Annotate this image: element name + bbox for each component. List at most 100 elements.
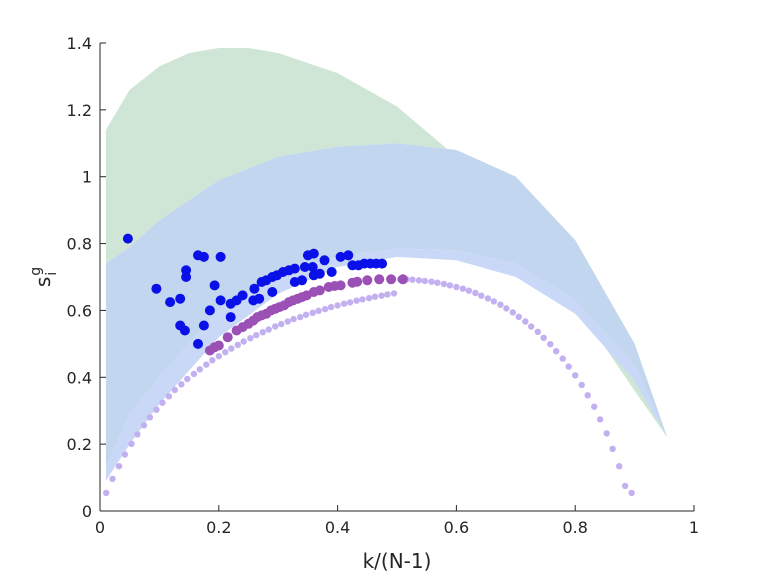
series-2-point — [308, 248, 319, 259]
y-ticks: 0 0.2 0.4 0.6 0.8 1 1.2 1.4 — [67, 34, 106, 521]
series-2-point — [179, 325, 190, 336]
series-0-point — [196, 366, 203, 373]
series-0-point — [134, 431, 141, 438]
series-2-point — [193, 338, 203, 349]
series-1-point — [386, 274, 397, 285]
band-0 — [105, 48, 668, 438]
series-0-point — [178, 381, 185, 388]
series-0-point — [446, 282, 454, 289]
series-0-point — [522, 318, 529, 325]
series-0-point — [384, 291, 391, 298]
series-0-point — [534, 328, 541, 335]
series-2-point — [314, 268, 325, 279]
series-2-point — [165, 297, 176, 308]
series-0-point — [190, 370, 198, 378]
series-0-point — [265, 326, 272, 333]
series-0-point — [390, 290, 398, 297]
x-tick-label: 0.2 — [206, 518, 231, 537]
series-0-point — [165, 393, 173, 400]
series-0-point — [440, 280, 448, 288]
series-0-point — [565, 363, 572, 370]
series-0-point — [353, 297, 360, 304]
series-0-point — [153, 406, 160, 413]
series-2-point — [254, 293, 265, 304]
series-0-point — [359, 296, 366, 303]
series-0-point — [415, 277, 423, 284]
series-2-point — [289, 263, 300, 274]
series-0-point — [528, 323, 535, 330]
series-2-point — [343, 250, 354, 261]
series-0-point — [297, 313, 304, 321]
series-0-point — [184, 375, 191, 383]
series-2-point — [198, 251, 209, 262]
confidence-bands — [105, 48, 668, 481]
series-2-point — [307, 262, 318, 272]
series-0-point — [209, 357, 216, 364]
series-1-point — [213, 340, 224, 351]
band-1 — [105, 143, 668, 468]
series-2-point — [326, 267, 337, 277]
series-0-point — [409, 276, 416, 283]
series-0-point — [616, 463, 623, 470]
series-0-point — [378, 292, 385, 299]
series-0-point — [146, 414, 154, 421]
series-1-point — [352, 276, 363, 287]
y-tick-label: 0.6 — [67, 301, 92, 320]
y-axis-label-base: s — [31, 277, 55, 287]
series-0-point — [472, 289, 479, 297]
series-0-point — [572, 372, 579, 379]
series-1-point — [397, 274, 408, 285]
series-0-point — [547, 341, 554, 348]
band-2 — [105, 248, 668, 481]
series-0-point — [465, 287, 473, 294]
series-0-point — [259, 329, 266, 336]
series-0-point — [371, 293, 379, 300]
series-0-point — [609, 445, 616, 452]
series-0-point — [540, 334, 547, 341]
series-0-point — [434, 279, 441, 286]
x-tick-label: 0.4 — [325, 518, 350, 537]
series-0-point — [553, 348, 560, 355]
series-0-point — [515, 313, 522, 320]
series-0-point — [459, 285, 467, 292]
series-0-point — [121, 451, 129, 458]
series-2-point — [225, 312, 236, 323]
series-0-point — [309, 309, 316, 316]
series-2-point — [267, 287, 278, 297]
series-2-point — [204, 305, 215, 316]
series-0-point — [109, 475, 116, 483]
series-0-point — [484, 295, 492, 302]
y-axis-label: sig — [28, 267, 60, 287]
series-0-point — [215, 353, 222, 360]
x-axis-label: k/(N-1) — [363, 549, 432, 573]
series-0-point — [278, 320, 285, 328]
series-0-point — [115, 463, 123, 470]
series-0-point — [503, 305, 510, 312]
y-axis-label-sup: g — [28, 267, 44, 276]
series-0-point — [603, 430, 610, 437]
series-0-point — [334, 302, 341, 309]
y-tick-label: 1 — [82, 168, 92, 187]
series-2-point — [198, 320, 209, 331]
series-0-point — [284, 318, 291, 325]
series-0-point — [128, 440, 135, 447]
series-2-point — [249, 283, 260, 294]
series-2-point — [151, 283, 162, 294]
series-0-point — [578, 381, 585, 389]
series-0-point — [103, 489, 110, 497]
series-2-point — [299, 262, 310, 272]
y-tick-label: 0.2 — [67, 435, 92, 454]
x-tick-label: 0.8 — [562, 518, 587, 537]
series-0-point — [321, 305, 329, 313]
series-0-point — [428, 278, 435, 285]
series-0-point — [272, 323, 279, 330]
y-tick-label: 0.4 — [67, 368, 92, 387]
y-tick-label: 1.4 — [67, 34, 92, 53]
y-axis-label-sub: i — [44, 272, 60, 276]
series-0-point — [302, 311, 310, 318]
series-0-point — [247, 335, 254, 342]
series-0-point — [240, 338, 247, 345]
series-0-point — [222, 349, 229, 356]
series-0-point — [159, 399, 166, 406]
series-1-point — [222, 332, 233, 343]
